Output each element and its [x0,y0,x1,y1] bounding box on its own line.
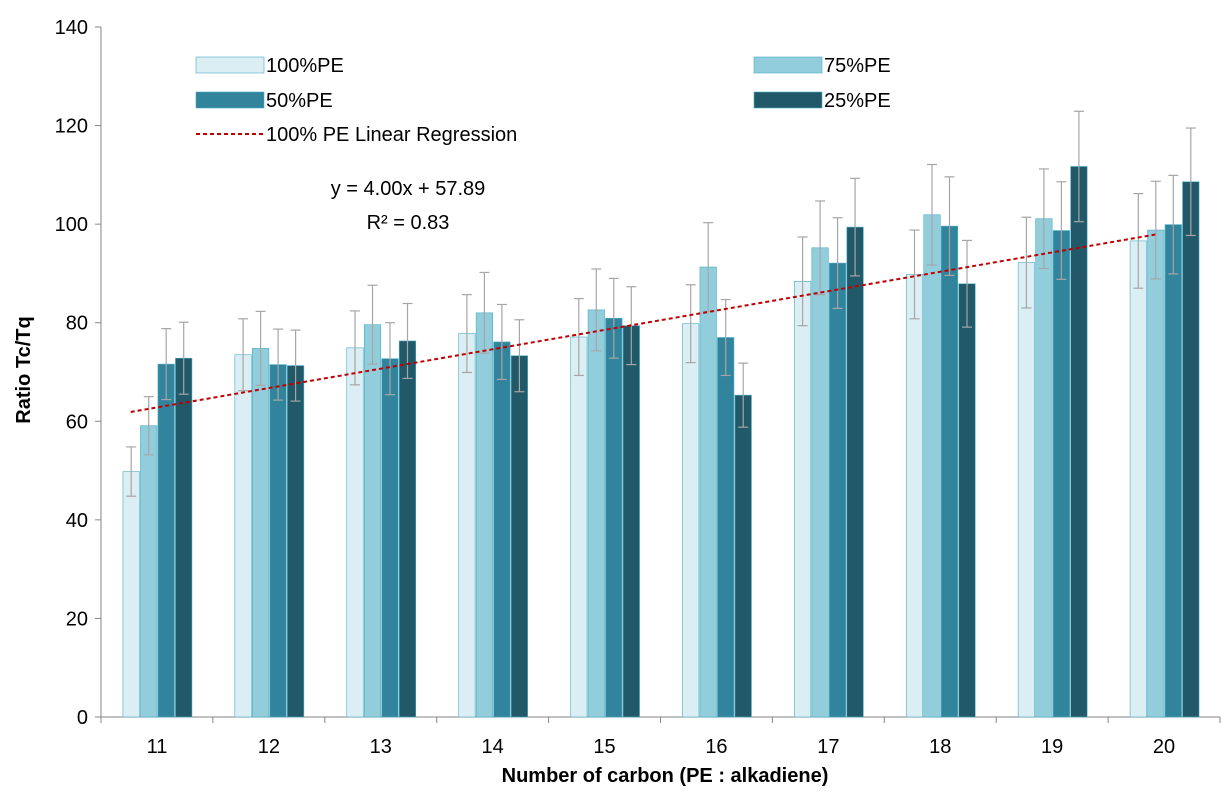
y-tick-label: 0 [77,707,88,729]
bar [510,355,528,718]
bar [622,325,640,718]
x-tick-label: 15 [593,736,615,758]
bars [122,166,1200,718]
bar [958,283,976,718]
legend-label: 50%PE [266,90,333,112]
bar [363,324,382,718]
bar [458,333,476,718]
x-tick-label: 17 [817,736,839,758]
regression-line [130,233,1156,413]
y-tick-label: 60 [66,411,88,433]
bar [1182,181,1200,718]
bar [252,348,270,718]
legend-swatch [753,56,823,74]
bar [1070,166,1088,718]
bar [398,340,417,718]
regression-r-squared: R² = 0.83 [367,212,450,234]
bar [1129,240,1147,718]
x-tick-label: 20 [1153,736,1175,758]
bar [157,363,175,718]
y-tick-label: 120 [55,116,88,138]
legend: 100%PE 75%PE 50%PE 25%PE 100% PE Linear Regr… [195,55,891,146]
bar [699,266,717,718]
x-tick-label: 16 [705,736,727,758]
trendline-group [130,233,1156,413]
axes: 0 20 40 60 80 100 120 140 11 12 13 14 15 16 17 18 19 20 [55,17,1221,758]
bar [493,341,511,718]
bar [734,394,752,718]
bar [1017,262,1035,718]
bar [829,262,847,718]
bar [287,365,305,718]
y-axis-title: Ratio Tc/Tq [13,316,35,423]
bar [381,358,399,718]
bar [175,357,193,718]
legend-trendline-label: 100% PE Linear Regression [266,124,517,146]
bar [346,347,364,718]
bar [923,214,941,718]
legend-swatch [753,91,823,109]
legend-label: 75%PE [824,55,891,77]
y-tick-label: 40 [66,510,88,532]
legend-swatch [195,91,265,109]
bar [605,317,623,718]
y-tick-label: 80 [66,313,88,335]
bar [794,281,812,718]
x-tick-label: 12 [258,736,280,758]
bar [905,274,924,718]
regression-equation: y = 4.00x + 57.89 [331,178,486,200]
error-bars [126,110,1196,497]
bar [1147,229,1165,718]
bar [811,247,829,718]
bar [682,323,700,718]
x-tick-label: 11 [147,736,168,758]
bar [587,309,605,718]
bar [1035,218,1053,718]
bar [717,337,735,718]
bar [940,225,959,718]
y-tick-label: 140 [55,17,88,39]
y-tick-label: 100 [55,214,88,236]
x-tick-label: 18 [929,736,951,758]
x-axis-title: Number of carbon (PE : alkadiene) [502,765,829,787]
x-tick-label: 13 [370,736,392,758]
bar [140,425,158,718]
bar [846,226,864,718]
bar [122,471,140,718]
bar [1164,224,1182,718]
bar [234,354,252,718]
legend-label: 100%PE [266,55,344,77]
bar [570,336,588,718]
bar [475,312,493,718]
y-tick-label: 20 [66,608,88,630]
legend-label: 25%PE [824,90,891,112]
bar [269,364,287,718]
bar [1052,230,1070,718]
x-tick-label: 14 [482,736,504,758]
legend-swatch [195,56,265,74]
x-tick-label: 19 [1041,736,1063,758]
